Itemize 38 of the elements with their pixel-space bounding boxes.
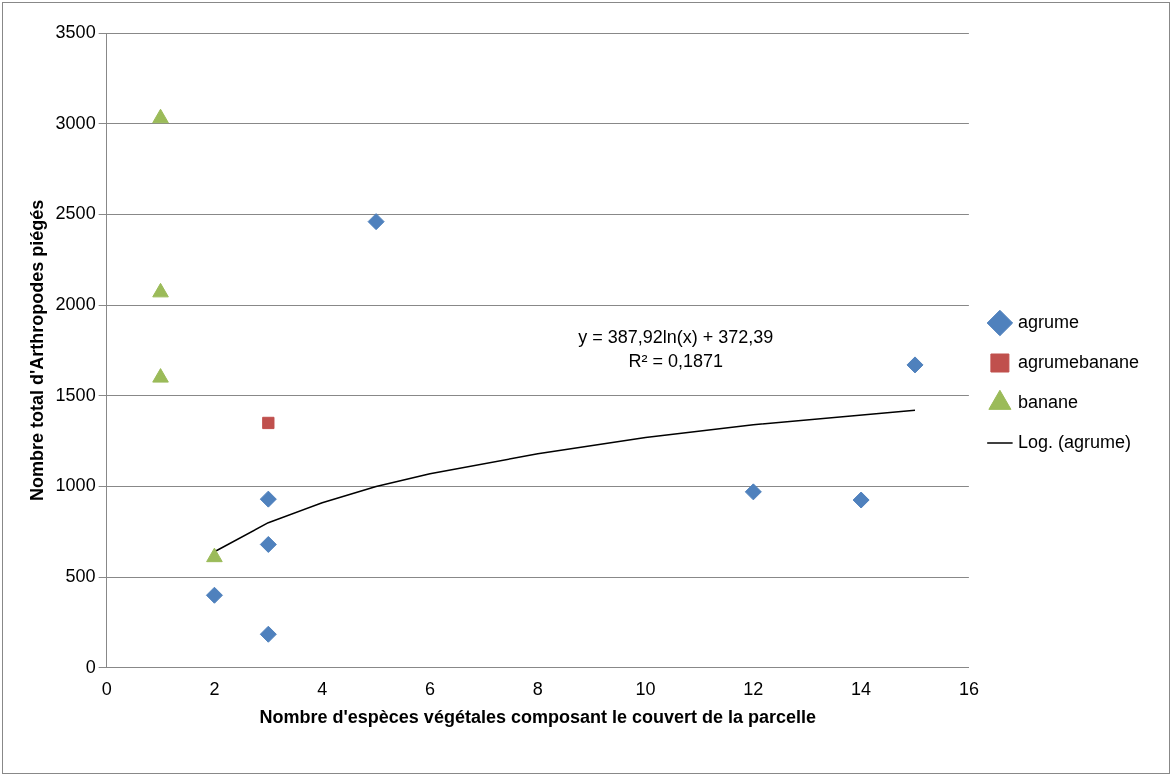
y-tick-label: 2000 (55, 294, 96, 315)
legend-label: banane (1017, 391, 1078, 412)
point (152, 282, 169, 298)
point (259, 490, 277, 508)
legend-label: agrume (1017, 311, 1079, 332)
x-tick-label: 14 (851, 678, 872, 699)
y-tick-label: 2500 (55, 203, 96, 224)
y-tick-label: 500 (65, 566, 96, 587)
point (152, 368, 169, 383)
point (262, 416, 275, 430)
x-axis-title: Nombre d'espèces végétales composant le couvert de la parcelle (259, 707, 817, 728)
y-tick-label: 1500 (55, 384, 96, 405)
y-tick-label: 0 (85, 656, 96, 677)
point (259, 625, 277, 643)
x-tick-label: 0 (101, 678, 112, 699)
point (744, 483, 762, 501)
y-tick-label: 3500 (55, 21, 96, 42)
point (205, 586, 223, 604)
point (206, 547, 223, 563)
point (852, 491, 870, 509)
x-tick-label: 4 (317, 678, 328, 699)
y-tick-label: 1000 (55, 475, 96, 496)
y-tick-label: 3000 (55, 112, 96, 133)
x-tick-label: 8 (532, 678, 543, 699)
x-tick-label: 16 (958, 678, 979, 699)
legend-label: agrumebanane (1017, 351, 1140, 372)
point (259, 535, 277, 553)
legend-label: Log. (agrume) (1017, 431, 1131, 452)
annotation: R² = 0,1871 (628, 350, 724, 371)
point (152, 108, 169, 124)
point (367, 213, 385, 231)
x-tick-label: 2 (209, 678, 220, 699)
y-axis-title: Nombre total d'Arthropodes piégés (26, 199, 47, 502)
point (906, 356, 924, 374)
x-tick-label: 10 (635, 678, 656, 699)
annotation: y = 387,92ln(x) + 372,39 (578, 326, 774, 347)
x-tick-label: 12 (743, 678, 764, 699)
x-tick-label: 6 (424, 678, 435, 699)
